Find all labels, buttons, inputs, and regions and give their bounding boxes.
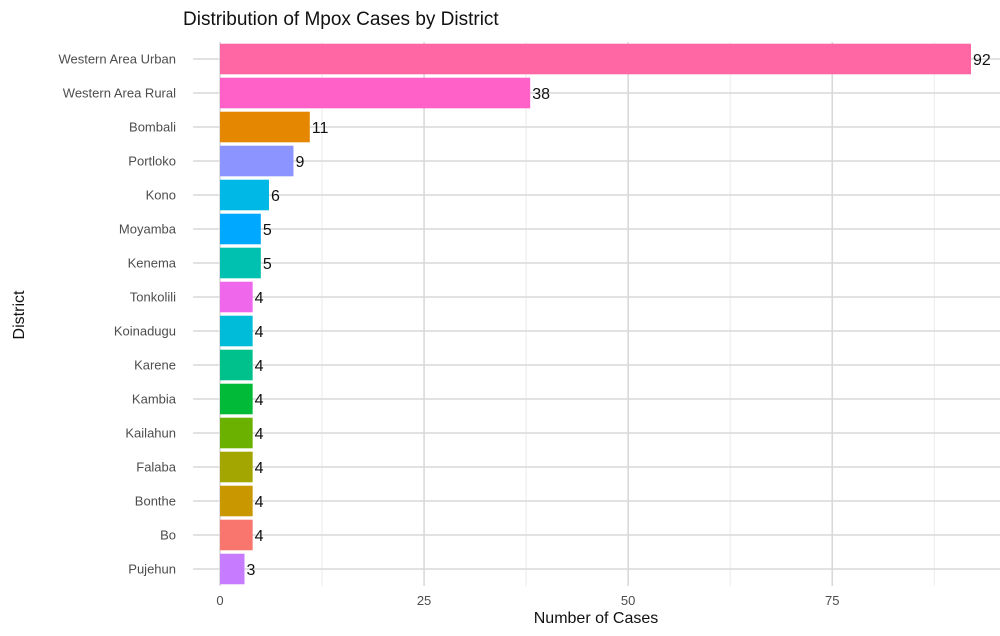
x-tick-labels: 0 25 50 75: [216, 593, 839, 608]
y-tick-label: Kono: [146, 188, 176, 203]
y-axis-label: District: [11, 290, 28, 339]
y-tick-label: Western Area Urban: [58, 52, 176, 67]
bar: [220, 43, 971, 75]
y-tick-labels: Western Area Urban Western Area Rural Bomb…: [58, 52, 176, 577]
chart-title: Distribution of Mpox Cases by District: [183, 9, 499, 30]
bar: [220, 247, 261, 279]
bar: [220, 553, 245, 585]
data-label: 3: [246, 562, 255, 579]
data-label: 4: [255, 324, 264, 341]
data-label: 4: [255, 358, 264, 375]
y-tick-label: Bo: [160, 528, 176, 543]
x-axis-label: Number of Cases: [534, 610, 659, 627]
y-tick-label: Bombali: [129, 120, 176, 135]
data-label: 4: [255, 494, 264, 511]
bar: [220, 417, 253, 449]
data-label: 4: [255, 290, 264, 307]
bar: [220, 179, 269, 211]
bar: [220, 77, 531, 109]
y-tick-label: Koinadugu: [114, 324, 176, 339]
bar: [220, 451, 253, 483]
grid-lines: [193, 42, 1000, 586]
data-label: 92: [973, 52, 991, 69]
bar: [220, 315, 253, 347]
y-tick-label: Tonkolili: [130, 290, 176, 305]
y-tick-label: Falaba: [136, 460, 177, 475]
y-tick-label: Bonthe: [135, 494, 176, 509]
bar: [220, 111, 310, 143]
bar: [220, 145, 294, 177]
data-label: 4: [255, 426, 264, 443]
data-label: 4: [255, 392, 264, 409]
bars: [220, 43, 971, 585]
x-tick-label: 50: [621, 593, 635, 608]
y-tick-label: Western Area Rural: [63, 86, 176, 101]
data-label: 9: [295, 154, 304, 171]
y-tick-label: Kenema: [128, 256, 177, 271]
y-tick-label: Karene: [134, 358, 176, 373]
y-tick-label: Portloko: [128, 154, 176, 169]
y-tick-label: Kailahun: [125, 426, 176, 441]
bar: [220, 213, 261, 245]
data-label: 11: [312, 120, 329, 137]
y-tick-label: Moyamba: [119, 222, 177, 237]
x-tick-label: 75: [825, 593, 839, 608]
x-tick-label: 25: [417, 593, 431, 608]
bar: [220, 519, 253, 551]
y-tick-label: Pujehun: [128, 562, 176, 577]
data-label: 38: [532, 86, 550, 103]
data-label: 5: [263, 222, 272, 239]
bar: [220, 349, 253, 381]
data-label: 4: [255, 460, 264, 477]
data-label: 6: [271, 188, 280, 205]
data-label: 5: [263, 256, 272, 273]
bar: [220, 383, 253, 415]
bar: [220, 281, 253, 313]
y-tick-label: Kambia: [132, 392, 177, 407]
x-tick-label: 0: [216, 593, 223, 608]
bar: [220, 485, 253, 517]
data-label: 4: [255, 528, 264, 545]
